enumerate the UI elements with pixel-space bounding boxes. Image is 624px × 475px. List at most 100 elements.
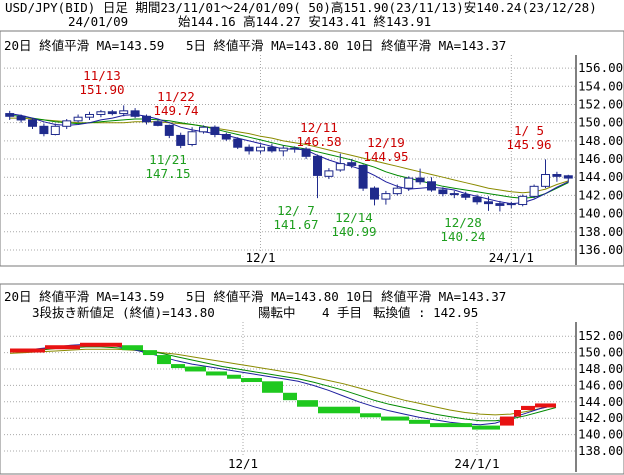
legend-ma10-bottom: 10日 終値平滑 MA=143.37	[346, 289, 506, 304]
legend-ma20-top: 20日 終値平滑 MA=143.59	[4, 38, 164, 53]
line-break-brick	[227, 374, 241, 379]
price-panel-frame	[0, 30, 624, 267]
line-break-brick	[360, 413, 381, 418]
line-break-bricks	[10, 342, 556, 430]
candle-body	[142, 115, 151, 123]
line-break-ma10-line	[9, 346, 557, 422]
candle-body	[278, 147, 288, 152]
annotation-date: 11/21	[149, 152, 187, 167]
line-break-brick	[171, 364, 185, 369]
line-break-brick	[472, 425, 500, 430]
candle-body	[415, 177, 425, 183]
candle-body	[28, 119, 37, 127]
legend-ma20-bottom: 20日 終値平滑 MA=143.59	[4, 289, 164, 304]
line-break-x-tick-label: 24/1/1	[454, 456, 499, 471]
candle-body	[62, 120, 72, 127]
candle-body	[290, 147, 300, 150]
line-break-y-tick-label: 152.00	[578, 328, 623, 343]
header-title: USD/JPY(BID) 日足 期間23/11/01～24/01/09( 50)…	[5, 0, 597, 15]
candle-body	[176, 134, 186, 146]
line-break-brick	[185, 366, 206, 372]
candle-body	[210, 126, 220, 135]
annotation-date: 12/19	[367, 135, 405, 150]
price-x-tick-label: 24/1/1	[489, 250, 534, 265]
annotation-date: 11/22	[157, 89, 195, 104]
price-candles	[5, 105, 573, 212]
candle-body	[427, 181, 436, 191]
candle-body	[233, 138, 243, 148]
line-break-y-tick-label: 148.00	[578, 361, 623, 376]
candle-body	[484, 201, 493, 205]
line-break-brick	[535, 403, 556, 408]
annotation-value: 147.15	[145, 166, 190, 181]
line-break-status-reversal: 転換値 : 142.95	[373, 305, 478, 320]
line-break-brick	[262, 381, 283, 393]
candle-body	[392, 187, 402, 195]
price-y-tick-label: 156.00	[578, 60, 623, 75]
candle-body	[187, 131, 197, 145]
price-grid	[4, 55, 576, 252]
line-break-y-tick-label: 146.00	[578, 377, 623, 392]
annotation-value: 151.90	[79, 82, 124, 97]
line-break-status-label: 3段抜き新値足 (終値)=143.80	[32, 305, 215, 320]
candle-body	[506, 203, 516, 206]
annotation-value: 149.74	[153, 103, 198, 118]
candle-body	[404, 177, 414, 189]
line-break-brick	[10, 348, 45, 353]
candle-body	[73, 116, 83, 122]
candle-body	[358, 164, 368, 189]
price-x-axis: 12/1 24/1/1	[245, 250, 533, 265]
legend-ma10-top: 10日 終値平滑 MA=143.37	[346, 38, 506, 53]
price-y-tick-label: 150.00	[578, 115, 623, 130]
price-y-tick-label: 140.00	[578, 206, 623, 221]
legend-ma5-top: 5日 終値平滑 MA=143.80	[186, 38, 339, 53]
candle-body	[335, 163, 345, 171]
line-break-brick	[297, 400, 318, 407]
line-break-y-tick-label: 144.00	[578, 394, 623, 409]
candle-body	[199, 126, 208, 133]
line-break-y-tick-label: 140.00	[578, 427, 623, 442]
line-break-y-tick-label: 150.00	[578, 345, 623, 360]
candle-body	[472, 196, 482, 203]
annotation-value: 140.24	[440, 229, 485, 244]
annotation-date: 12/28	[444, 215, 482, 230]
candle-body	[164, 124, 174, 136]
price-y-tick-label: 142.00	[578, 187, 623, 202]
annotation-date: 12/11	[300, 120, 338, 135]
candle-body	[381, 193, 391, 200]
price-moving-averages	[9, 113, 569, 205]
candle-body	[244, 146, 254, 152]
annotation-value: 146.58	[296, 134, 341, 149]
ma5-line	[9, 113, 569, 205]
annotation-value: 144.95	[363, 149, 408, 164]
candle-body	[107, 111, 117, 115]
price-y-tick-label: 138.00	[578, 224, 623, 239]
candle-body	[461, 194, 471, 198]
price-y-axis: 156.00 154.00 152.00 150.00 148.00 146.00 144.…	[575, 55, 623, 265]
line-break-brick	[122, 345, 143, 351]
line-break-panel-frame	[0, 283, 624, 475]
candle-body	[256, 146, 265, 152]
candle-body	[16, 115, 26, 121]
annotation-value: 145.96	[506, 137, 551, 152]
annotation-date: 11/13	[83, 68, 121, 83]
candle-body	[85, 113, 94, 118]
annotation-date: 12/14	[335, 210, 373, 225]
price-y-tick-label: 154.00	[578, 78, 623, 93]
price-y-tick-label: 148.00	[578, 133, 623, 148]
candle-body	[563, 175, 573, 179]
candle-body	[552, 174, 562, 177]
header-ohlc: 始144.16 高144.27 安143.41 終143.91	[178, 14, 432, 29]
annotation-date: 12/ 7	[277, 203, 315, 218]
line-break-x-axis: 12/1 24/1/1	[228, 456, 500, 471]
candle-body	[529, 185, 539, 197]
candle-body	[347, 162, 357, 166]
candle-body	[324, 170, 334, 177]
candle-body	[313, 155, 322, 176]
legend-ma5-bottom: 5日 終値平滑 MA=143.80	[186, 289, 339, 304]
candle-body	[221, 133, 231, 140]
line-break-grid	[4, 322, 576, 455]
line-break-brick	[381, 416, 409, 421]
